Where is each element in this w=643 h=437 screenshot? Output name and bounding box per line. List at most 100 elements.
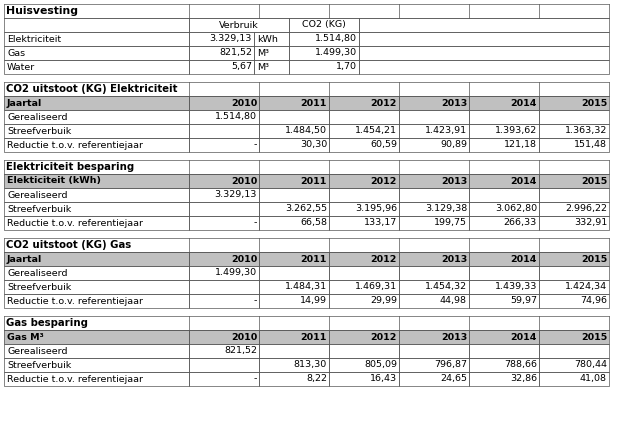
Bar [469, 252, 539, 266]
Bar [399, 138, 469, 152]
Bar [329, 124, 399, 138]
Text: 1.514,80: 1.514,80 [315, 35, 357, 44]
Bar [289, 32, 359, 46]
Bar [189, 82, 259, 96]
Bar [4, 358, 189, 372]
Bar [259, 110, 329, 124]
Text: 16,43: 16,43 [370, 375, 397, 384]
Bar [399, 372, 469, 386]
Bar [4, 372, 189, 386]
Text: 788,66: 788,66 [504, 361, 537, 370]
Bar [189, 266, 259, 280]
Text: 2014: 2014 [511, 177, 537, 185]
Bar [329, 138, 399, 152]
Text: 14,99: 14,99 [300, 296, 327, 305]
Text: 133,17: 133,17 [364, 218, 397, 228]
Bar [539, 188, 609, 202]
Bar [539, 372, 609, 386]
Bar [469, 96, 539, 110]
Bar [329, 160, 399, 174]
Text: Streefverbuik: Streefverbuik [7, 361, 71, 370]
Bar [259, 160, 329, 174]
Text: 796,87: 796,87 [434, 361, 467, 370]
Bar [254, 60, 289, 74]
Text: 1.439,33: 1.439,33 [494, 282, 537, 291]
Text: 2010: 2010 [231, 254, 257, 264]
Bar [469, 238, 539, 252]
Bar [259, 316, 329, 330]
Text: 66,58: 66,58 [300, 218, 327, 228]
Text: 2014: 2014 [511, 98, 537, 108]
Bar [399, 82, 469, 96]
Bar [259, 96, 329, 110]
Text: Gerealiseerd: Gerealiseerd [7, 191, 68, 200]
Bar [189, 18, 289, 32]
Bar [359, 46, 609, 60]
Bar [469, 124, 539, 138]
Bar [189, 46, 254, 60]
Bar [539, 372, 609, 386]
Bar [469, 216, 539, 230]
Bar [469, 330, 539, 344]
Bar [399, 238, 469, 252]
Bar [189, 60, 254, 74]
Bar [539, 316, 609, 330]
Bar [289, 60, 359, 74]
Bar [189, 202, 259, 216]
Text: Reductie t.o.v. referentiejaar: Reductie t.o.v. referentiejaar [7, 218, 143, 228]
Text: Elektriciteit: Elektriciteit [7, 35, 61, 44]
Text: 3.329,13: 3.329,13 [215, 191, 257, 200]
Bar [329, 266, 399, 280]
Bar [189, 280, 259, 294]
Bar [539, 124, 609, 138]
Text: 3.129,38: 3.129,38 [425, 205, 467, 214]
Bar [469, 160, 539, 174]
Text: Elektriciteit besparing: Elektriciteit besparing [6, 162, 134, 172]
Bar [189, 160, 259, 174]
Bar [329, 330, 399, 344]
Bar [259, 82, 329, 96]
Bar [4, 46, 189, 60]
Text: 2014: 2014 [511, 254, 537, 264]
Bar [4, 330, 189, 344]
Bar [4, 252, 189, 266]
Bar [539, 174, 609, 188]
Bar [399, 266, 469, 280]
Bar [189, 330, 259, 344]
Bar [359, 32, 609, 46]
Bar [469, 266, 539, 280]
Text: 1,70: 1,70 [336, 62, 357, 72]
Bar [399, 110, 469, 124]
Bar [4, 280, 189, 294]
Bar [359, 18, 609, 32]
Bar [4, 160, 189, 174]
Bar [259, 252, 329, 266]
Bar [329, 188, 399, 202]
Text: Elekticiteit (kWh): Elekticiteit (kWh) [7, 177, 101, 185]
Bar [259, 344, 329, 358]
Bar [189, 32, 254, 46]
Bar [4, 18, 189, 32]
Text: Gas M³: Gas M³ [7, 333, 44, 341]
Bar [539, 138, 609, 152]
Bar [539, 252, 609, 266]
Bar [329, 202, 399, 216]
Bar [189, 18, 289, 32]
Bar [189, 280, 259, 294]
Bar [289, 46, 359, 60]
Bar [189, 174, 259, 188]
Bar [4, 202, 189, 216]
Bar [259, 372, 329, 386]
Text: 1.363,32: 1.363,32 [565, 126, 607, 135]
Text: 1.393,62: 1.393,62 [494, 126, 537, 135]
Bar [539, 266, 609, 280]
Bar [189, 330, 259, 344]
Text: 2015: 2015 [581, 254, 607, 264]
Bar [539, 280, 609, 294]
Text: 5,67: 5,67 [231, 62, 252, 72]
Bar [259, 202, 329, 216]
Bar [329, 4, 399, 18]
Bar [259, 138, 329, 152]
Bar [329, 252, 399, 266]
Bar [4, 188, 189, 202]
